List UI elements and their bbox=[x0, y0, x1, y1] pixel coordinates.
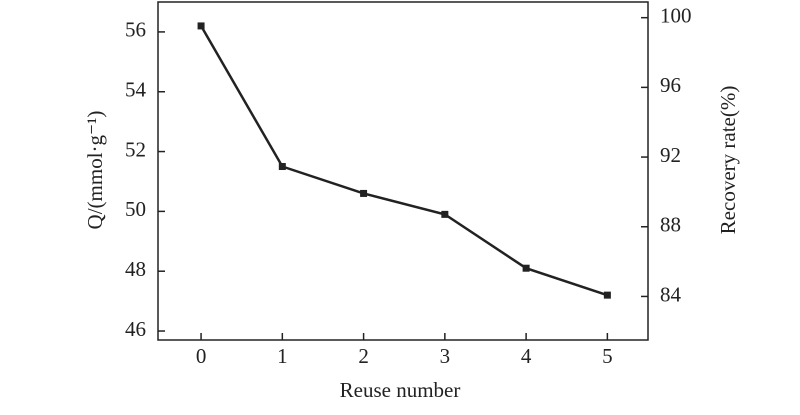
y2-tick-label: 96 bbox=[660, 73, 681, 97]
data-point bbox=[441, 210, 449, 218]
x-tick-label: 4 bbox=[521, 344, 532, 368]
y-tick-label: 46 bbox=[125, 317, 146, 341]
y-tick-label: 52 bbox=[125, 137, 146, 161]
y-tick-label: 50 bbox=[125, 197, 146, 221]
data-point bbox=[603, 291, 611, 299]
data-point bbox=[197, 22, 205, 30]
data-point bbox=[522, 264, 530, 272]
data-line bbox=[199, 25, 608, 297]
data-point bbox=[360, 189, 368, 197]
y2-tick-label: 84 bbox=[660, 282, 682, 306]
plot-frame bbox=[157, 1, 649, 341]
data-point bbox=[278, 163, 286, 171]
x-tick-label: 1 bbox=[277, 344, 288, 368]
x-axis-label: Reuse number bbox=[340, 378, 461, 402]
y2-tick-label: 100 bbox=[660, 3, 692, 27]
y2-tick-label: 88 bbox=[660, 213, 681, 237]
x-tick-label: 5 bbox=[602, 344, 613, 368]
y-axis-label: Q/(mmol·g⁻¹) bbox=[83, 111, 107, 230]
y2-axis-label: Recovery rate(%) bbox=[716, 86, 740, 235]
x-tick-label: 0 bbox=[196, 344, 207, 368]
y-tick-label: 56 bbox=[125, 18, 146, 42]
x-tick-label: 2 bbox=[358, 344, 369, 368]
x-tick-label: 3 bbox=[440, 344, 451, 368]
y-tick-label: 54 bbox=[125, 78, 147, 102]
y-tick-label: 48 bbox=[125, 257, 146, 281]
y2-tick-label: 92 bbox=[660, 143, 681, 167]
